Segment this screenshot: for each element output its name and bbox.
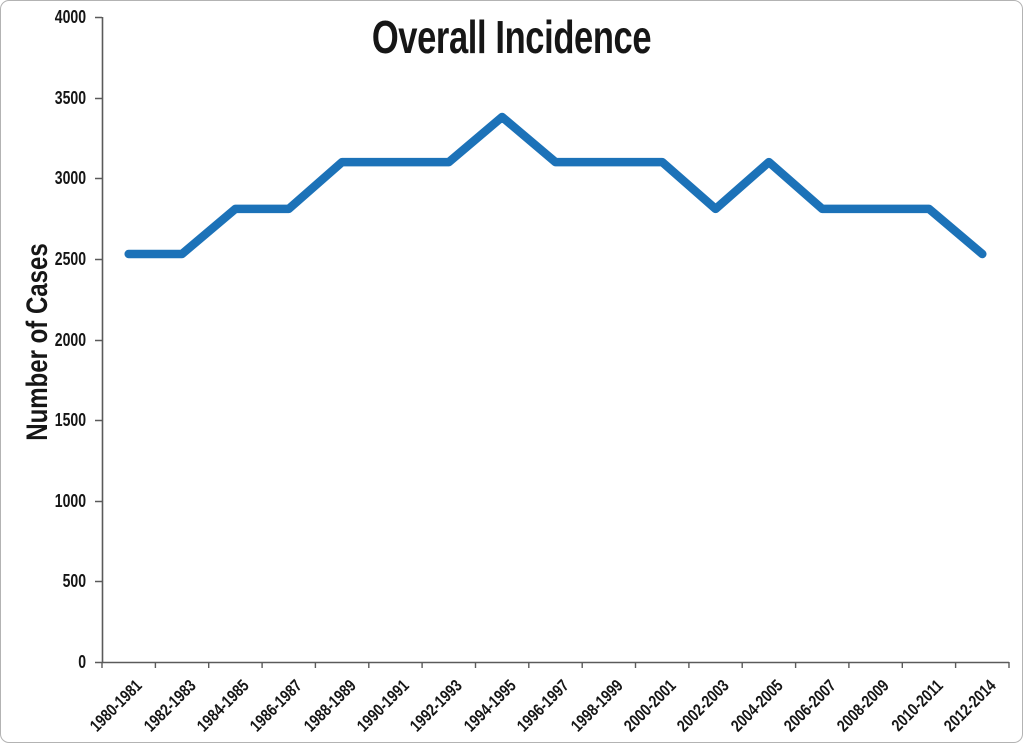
axis-tick-marks — [95, 16, 1010, 668]
incidence-line — [124, 112, 987, 259]
y-tick-label: 0 — [78, 652, 86, 672]
y-tick-label: 2000 — [54, 329, 86, 350]
y-tick-label: 1000 — [54, 490, 86, 511]
axis-lines — [101, 17, 1009, 664]
y-tick-label: 3500 — [54, 87, 86, 108]
y-tick-label: 500 — [62, 571, 86, 592]
y-tick-label: 4000 — [54, 7, 86, 27]
y-tick-label: 3000 — [54, 168, 86, 189]
y-tick-label: 2500 — [54, 248, 86, 269]
chart-title: Overall Incidence — [371, 11, 652, 63]
y-tick-label: 1500 — [54, 410, 86, 431]
